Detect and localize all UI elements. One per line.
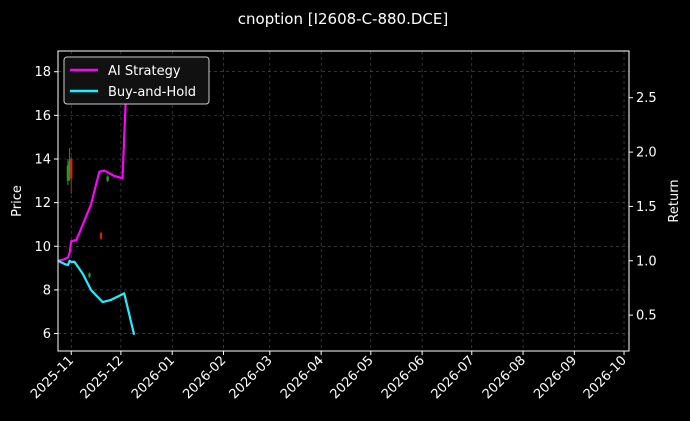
chart-title: cnoption [I2608-C-880.DCE]	[238, 10, 448, 28]
y-tick-label-right: 1.0	[636, 254, 657, 269]
candle-body	[88, 273, 91, 277]
legend-box	[63, 56, 210, 105]
y-tick-label-right: 1.5	[636, 200, 657, 215]
candles	[66, 148, 109, 278]
candle-body	[99, 233, 103, 239]
candle-body	[106, 176, 109, 181]
y-tick-label-left: 14	[34, 153, 51, 168]
y-tick-label-left: 18	[34, 65, 51, 80]
candle-body	[70, 159, 73, 179]
series-lines	[57, 57, 136, 335]
y-tick-label-left: 6	[43, 327, 51, 342]
y-tick-label-left: 10	[34, 240, 51, 255]
y-tick-label-left: 12	[34, 196, 51, 211]
plot-frame	[57, 50, 630, 352]
candle-body	[66, 165, 70, 181]
y-axis-right-label: Return	[667, 179, 682, 222]
legend-label-ai-strategy: AI Strategy	[108, 64, 181, 79]
y-tick-label-right: 2.5	[636, 91, 657, 106]
y-tick-label-left: 16	[34, 109, 51, 124]
series-line-buy-and-hold	[57, 259, 136, 335]
y-axis-left-label: Price	[10, 185, 25, 217]
candle-body	[68, 161, 71, 173]
y-tick-label-right: 0.5	[636, 309, 657, 324]
y-tick-label-right: 2.0	[636, 146, 657, 161]
y-tick-label-left: 8	[43, 283, 51, 298]
legend-label-buy-and-hold: Buy-and-Hold	[108, 85, 196, 100]
legend: AI Strategy Buy-and-Hold	[63, 56, 210, 105]
series-line-ai-strategy	[57, 57, 129, 262]
